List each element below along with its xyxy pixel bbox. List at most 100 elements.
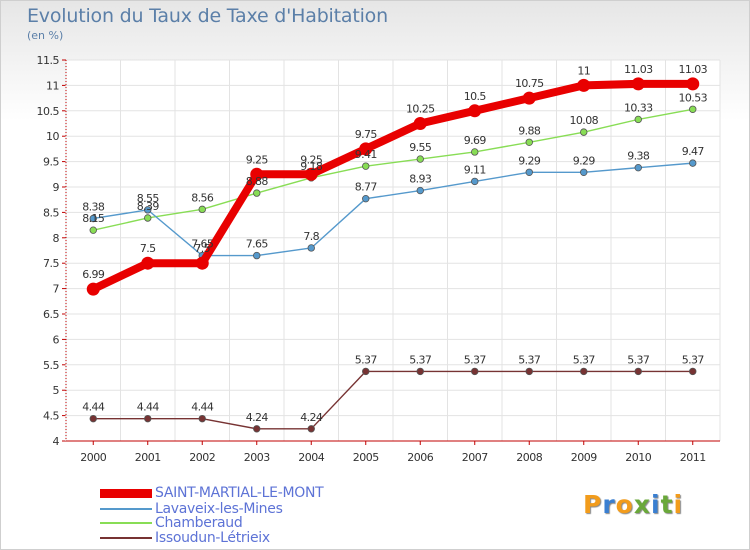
data-point — [362, 162, 370, 170]
data-point — [471, 177, 479, 186]
data-point — [689, 159, 697, 167]
data-point — [580, 128, 588, 136]
data-label: 4.44 — [137, 401, 160, 414]
data-point — [416, 367, 424, 376]
x-tick-label: 2002 — [189, 451, 215, 464]
legend-swatch-0 — [100, 488, 152, 498]
data-label: 5.37 — [627, 353, 650, 366]
data-point — [689, 105, 697, 113]
data-point — [416, 186, 424, 195]
data-point — [468, 104, 482, 118]
data-point — [362, 367, 370, 376]
data-label: 8.15 — [82, 212, 105, 225]
y-tick-label: 5.5 — [43, 359, 59, 372]
x-tick-label: 2008 — [516, 451, 542, 464]
data-point — [304, 167, 318, 181]
data-label: 9.29 — [573, 154, 596, 167]
data-label: 9.18 — [300, 160, 323, 173]
legend-label-0: SAINT-MARTIAL-LE-MONT — [155, 485, 324, 501]
data-label: 9.75 — [355, 128, 378, 141]
data-point — [634, 367, 642, 376]
data-label: 10.33 — [624, 101, 653, 114]
data-label: 8.39 — [137, 200, 160, 213]
data-point — [631, 77, 645, 91]
data-label: 11.03 — [679, 63, 708, 76]
y-tick-label: 4 — [53, 435, 60, 448]
data-label: 7.5 — [140, 242, 156, 255]
data-point — [89, 226, 97, 234]
data-label: 9.25 — [300, 153, 323, 166]
proxiti-logo: Proxiti — [583, 490, 684, 519]
data-label: 10.53 — [679, 91, 708, 104]
data-label: 4.44 — [82, 401, 105, 414]
data-point — [634, 163, 642, 172]
data-point — [362, 194, 370, 203]
data-label: 8.56 — [191, 191, 214, 204]
data-label: 8.77 — [355, 181, 378, 194]
data-label: 8.55 — [137, 192, 160, 205]
data-label: 8.93 — [409, 173, 432, 186]
y-tick-label: 10 — [46, 130, 59, 143]
legend-label-2: Chamberaud — [155, 515, 243, 531]
legend-item-3: Issoudun-Létrieix — [100, 530, 270, 546]
series-line-3 — [92, 370, 694, 430]
data-label: 9.38 — [627, 150, 650, 163]
y-tick-label: 5 — [53, 384, 60, 397]
data-point — [413, 117, 427, 130]
data-point — [141, 256, 155, 270]
data-point — [198, 205, 206, 214]
data-point — [471, 367, 479, 376]
data-label: 5.37 — [464, 353, 487, 366]
x-tick-label: 2000 — [80, 451, 106, 464]
legend-label-3: Issoudun-Létrieix — [155, 530, 270, 546]
y-tick-label: 10.5 — [37, 105, 60, 118]
data-label: 9.11 — [464, 163, 486, 176]
y-tick-label: 7.5 — [43, 257, 59, 270]
data-label: 11 — [577, 64, 590, 77]
y-tick-label: 7 — [53, 283, 60, 296]
data-point — [144, 206, 152, 214]
x-tick-label: 2001 — [135, 451, 161, 464]
data-label: 8.38 — [82, 200, 105, 213]
data-point — [250, 167, 264, 181]
data-point — [253, 189, 261, 197]
y-tick-label: 6 — [53, 333, 60, 346]
x-tick-label: 2006 — [407, 451, 433, 464]
data-point — [522, 91, 536, 105]
y-tick-label: 4.5 — [43, 410, 59, 423]
data-label: 7.5 — [194, 242, 210, 255]
data-point — [253, 251, 261, 260]
data-point — [525, 168, 533, 176]
data-label: 9.29 — [518, 154, 541, 167]
legend-swatch-1 — [100, 508, 152, 510]
series-line-0 — [89, 79, 697, 294]
data-point — [577, 78, 591, 92]
data-point — [307, 425, 315, 433]
x-tick-label: 2009 — [571, 451, 597, 464]
data-label: 7.65 — [246, 238, 269, 251]
x-tick-label: 2003 — [244, 451, 270, 464]
data-point — [416, 155, 424, 163]
data-point — [634, 115, 642, 124]
series-line-2 — [92, 108, 694, 231]
data-point — [144, 414, 152, 423]
data-label: 9.55 — [409, 141, 432, 154]
x-tick-label: 2007 — [462, 451, 488, 464]
data-point — [144, 214, 152, 222]
data-point — [359, 142, 373, 156]
y-tick-label: 8 — [53, 232, 60, 245]
data-label: 10.25 — [406, 103, 435, 116]
data-point — [86, 282, 100, 296]
legend-swatch-2 — [100, 522, 152, 524]
y-tick-label: 9.5 — [43, 156, 59, 169]
legend-item-2: Chamberaud — [100, 515, 243, 531]
data-point — [307, 244, 315, 252]
y-tick-label: 11.5 — [37, 54, 60, 67]
data-label: 9.88 — [518, 124, 541, 137]
y-tick-label: 8.5 — [43, 206, 59, 219]
data-label: 10.08 — [570, 114, 599, 127]
data-label: 9.25 — [246, 153, 269, 166]
data-label: 6.99 — [82, 268, 105, 281]
data-point — [198, 414, 206, 423]
